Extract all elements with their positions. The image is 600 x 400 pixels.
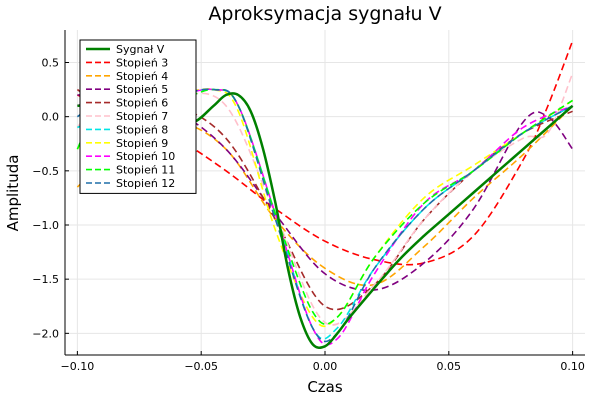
x-axis-label: Czas (307, 378, 343, 396)
series-line-stopien-9 (76, 88, 574, 328)
y-tick-label: −2.0 (32, 327, 59, 340)
tick-labels: −0.10 −0.05 0.00 0.05 0.10 0.5 0.0 −0.5 −1.0 −1.5… (32, 57, 585, 374)
chart-title: Aproksymacja sygnału V (208, 3, 441, 25)
x-tick-label: 0.05 (437, 360, 462, 373)
y-tick-label: −1.5 (32, 273, 59, 286)
series-line-stopien-3 (77, 40, 574, 266)
legend-label: Stopień 9 (116, 137, 168, 150)
legend-label: Stopień 12 (116, 177, 175, 190)
legend-label: Stopień 6 (116, 97, 168, 110)
x-tick-label: 0.10 (560, 360, 585, 373)
x-tick-label: 0.00 (313, 360, 338, 373)
y-axis-label: Amplituda (4, 155, 22, 232)
legend-label: Stopień 7 (116, 110, 168, 123)
legend-label: Stopień 5 (116, 83, 168, 96)
x-tick-label: −0.10 (61, 360, 95, 373)
legend-label: Stopień 8 (116, 123, 168, 136)
legend-label: Stopień 4 (116, 70, 168, 83)
x-tick-label: −0.05 (184, 360, 218, 373)
legend-label: Sygnał V (116, 43, 165, 56)
legend-label: Stopień 11 (116, 164, 175, 177)
y-tick-label: −1.0 (32, 219, 59, 232)
y-tick-label: −0.5 (32, 165, 59, 178)
legend-label: Stopień 10 (116, 150, 175, 163)
y-tick-label: 0.0 (42, 111, 60, 124)
y-tick-label: 0.5 (42, 57, 60, 70)
legend-label: Stopień 3 (116, 56, 168, 69)
